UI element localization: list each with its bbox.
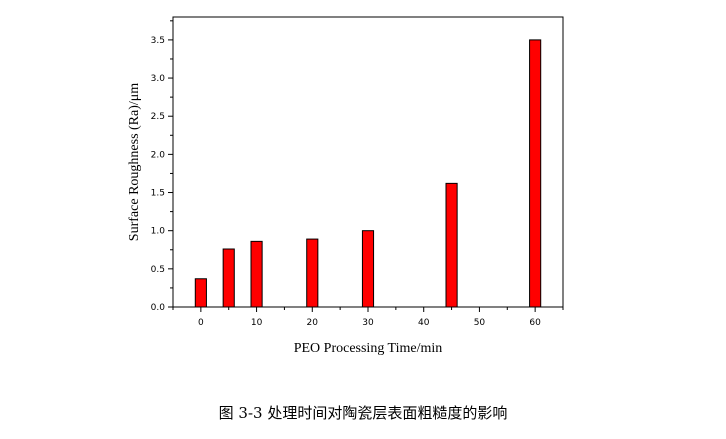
figure-caption: 图 3-3 处理时间对陶瓷层表面粗糙度的影响 — [218, 404, 508, 422]
x-tick-label: 30 — [362, 318, 374, 328]
bar — [306, 238, 319, 308]
bar — [194, 278, 207, 308]
y-tick-label: 1.0 — [151, 227, 166, 237]
y-tick-label: 0.5 — [151, 265, 165, 275]
bar — [529, 39, 542, 308]
bar — [250, 240, 263, 308]
bar — [445, 182, 458, 308]
x-tick-label: 20 — [307, 318, 319, 328]
x-tick-label: 10 — [251, 318, 263, 328]
bar — [361, 230, 375, 308]
y-tick-label: 1.5 — [151, 189, 165, 199]
x-tick-label: 0 — [198, 318, 204, 328]
y-axis-label: Surface Roughness (Ra)/μm — [127, 83, 142, 241]
x-tick-label: 50 — [474, 318, 486, 328]
bar — [222, 248, 235, 308]
y-tick-label: 2.5 — [151, 112, 165, 122]
y-tick-label: 3.5 — [151, 36, 165, 46]
y-tick-label: 0.0 — [151, 303, 166, 313]
x-tick-label: 40 — [418, 318, 430, 328]
x-tick-label: 60 — [529, 318, 541, 328]
y-tick-label: 2.0 — [151, 150, 166, 160]
x-axis-label: PEO Processing Time/min — [294, 341, 443, 356]
y-tick-label: 3.0 — [151, 74, 166, 84]
